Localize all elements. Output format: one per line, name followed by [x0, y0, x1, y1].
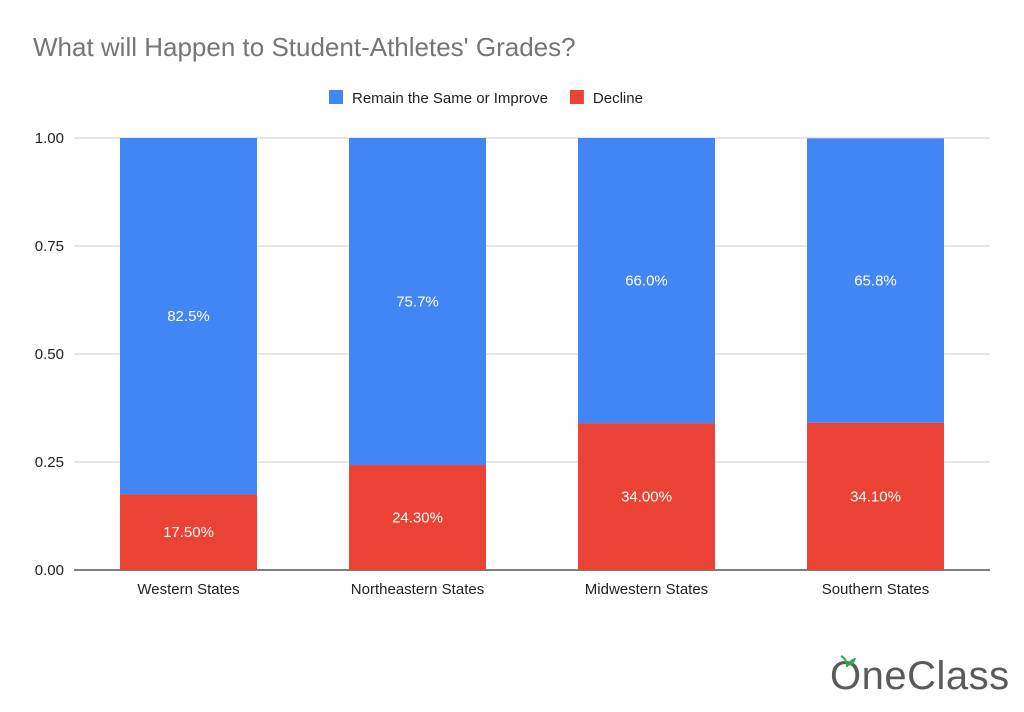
data-label: 82.5% — [167, 308, 210, 325]
x-axis: Western States Northeastern States Midwest… — [137, 581, 929, 598]
bar-segment — [349, 465, 486, 570]
x-tick-label: Northeastern States — [351, 581, 484, 598]
data-label: 66.0% — [625, 273, 668, 290]
x-tick-label: Southern States — [822, 581, 930, 598]
y-tick-label: 0.75 — [35, 238, 64, 255]
legend-label: Remain the Same or Improve — [352, 90, 548, 107]
apple-icon — [840, 655, 856, 668]
logo-text: OneClass — [830, 654, 1010, 698]
legend-swatch — [329, 90, 343, 104]
bar-segment — [349, 138, 486, 466]
y-tick-label: 0.50 — [35, 346, 64, 363]
data-label: 75.7% — [396, 294, 439, 311]
bar-segment — [807, 138, 944, 423]
y-tick-label: 0.25 — [35, 454, 64, 471]
bar-segment — [578, 423, 715, 570]
legend-swatch — [569, 90, 584, 104]
data-label: 34.00% — [621, 489, 672, 506]
bars: 17.50% 82.5% 24.30% 75.7% 34.00% 66.0% 34.10% 6… — [120, 138, 944, 570]
x-tick-label: Midwestern States — [585, 581, 708, 598]
x-tick-label: Western States — [137, 581, 239, 598]
bar-segment — [807, 422, 944, 570]
chart-title: What will Happen to Student-Athletes' Gr… — [33, 32, 576, 62]
bar-segment — [120, 138, 257, 495]
data-label: 34.10% — [850, 488, 901, 505]
oneclass-logo: OneClass — [830, 654, 1010, 699]
legend-label: Decline — [593, 90, 643, 107]
y-axis: 0.00 0.25 0.50 0.75 1.00 — [35, 130, 64, 579]
data-label: 17.50% — [163, 524, 214, 541]
bar-segment — [578, 138, 715, 424]
chart-legend: Remain the Same or Improve Decline — [329, 90, 643, 107]
y-tick-label: 0.00 — [35, 562, 64, 579]
bar-segment — [120, 494, 257, 570]
data-label: 24.30% — [392, 510, 443, 527]
y-tick-label: 1.00 — [35, 130, 64, 147]
data-label: 65.8% — [854, 273, 897, 290]
